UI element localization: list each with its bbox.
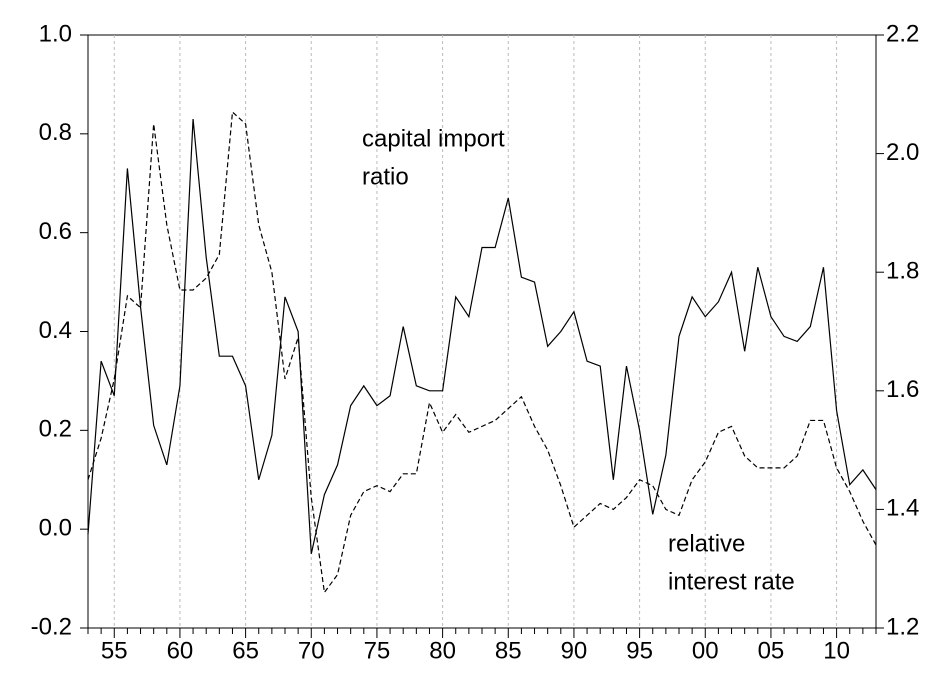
y2-tick-label: 1.4 [886,495,919,522]
y-tick-label: 0.6 [39,218,72,245]
y2-tick-label: 2.2 [886,20,919,47]
y2-tick-label: 1.8 [886,258,919,285]
y2-tick-label: 1.6 [886,376,919,403]
x-tick-label: 75 [364,637,391,664]
x-tick-label: 85 [495,637,522,664]
x-tick-label: 00 [692,637,719,664]
annotation: interest rate [668,568,795,595]
y-tick-label: 1.0 [39,20,72,47]
x-tick-label: 05 [758,637,785,664]
x-tick-label: 80 [429,637,456,664]
series-line [87,118,877,555]
y2-tick-label: 1.2 [886,613,919,640]
series-line [87,110,877,594]
y-tick-label: 0.0 [39,515,72,542]
y-tick-label: 0.2 [39,416,72,443]
x-tick-label: 10 [823,637,850,664]
x-tick-label: 70 [298,637,325,664]
x-tick-label: 55 [101,637,128,664]
annotation: relative [668,530,745,557]
y-tick-label: -0.2 [31,613,72,640]
y2-tick-label: 2.0 [886,139,919,166]
plot-frame [87,34,877,629]
x-tick-label: 60 [167,637,194,664]
x-tick-label: 95 [626,637,653,664]
annotation: capital import [362,125,505,152]
x-tick-label: 90 [561,637,588,664]
x-tick-label: 65 [232,637,259,664]
annotation: ratio [362,163,409,190]
y-tick-label: 0.8 [39,119,72,146]
y-tick-label: 0.4 [39,317,72,344]
